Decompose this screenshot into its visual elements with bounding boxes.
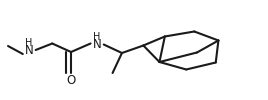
Text: O: O xyxy=(66,74,76,86)
Text: H: H xyxy=(25,38,33,48)
Text: N: N xyxy=(93,38,101,51)
Text: H: H xyxy=(93,32,101,42)
Text: N: N xyxy=(25,44,33,56)
